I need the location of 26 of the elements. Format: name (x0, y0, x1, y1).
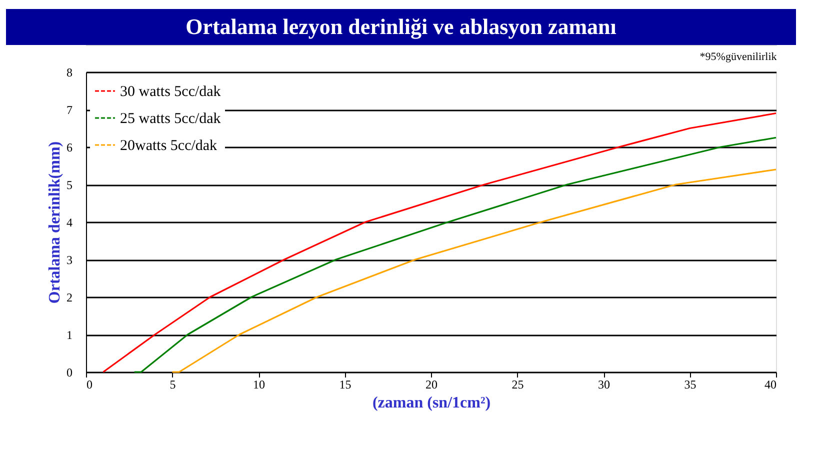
x-tick-label: 35 (684, 378, 696, 392)
y-tick-label: 1 (66, 328, 72, 342)
x-tick-label: 25 (512, 378, 524, 392)
y-tick-label: 6 (66, 140, 72, 154)
chart-title: Ortalama lezyon derinliği ve ablasyon zamanı (186, 14, 616, 39)
text: *95%güvenilirlik (700, 51, 778, 63)
x-tick-label: 0 (86, 378, 92, 392)
x-tick-label: 20 (426, 378, 438, 392)
x-tick-label: 15 (339, 378, 352, 392)
y-axis-title: Ortalama derinlik(mm) (46, 141, 64, 304)
legend-label: 25 watts 5cc/dak (120, 111, 222, 127)
x-tick-label: 40 (764, 378, 776, 392)
y-tick-label: 8 (66, 66, 72, 80)
line-series (171, 168, 777, 373)
x-tick-label: 30 (598, 378, 610, 392)
y-tick-label: 0 (66, 366, 72, 380)
y-tick-label: 5 (66, 178, 72, 192)
y-tick-label: 3 (66, 253, 72, 267)
x-tick-label: 10 (253, 378, 265, 392)
legend-label: 30 watts 5cc/dak (120, 84, 222, 100)
y-tick-label: 7 (66, 103, 72, 117)
y-tick-label: 2 (66, 290, 72, 304)
y-tick-label: 4 (66, 216, 72, 230)
legend-label: 20watts 5cc/dak (120, 138, 218, 154)
x-tick-label: 5 (170, 378, 176, 392)
x-axis-title: (zaman (sn/1cm²) (372, 394, 491, 412)
